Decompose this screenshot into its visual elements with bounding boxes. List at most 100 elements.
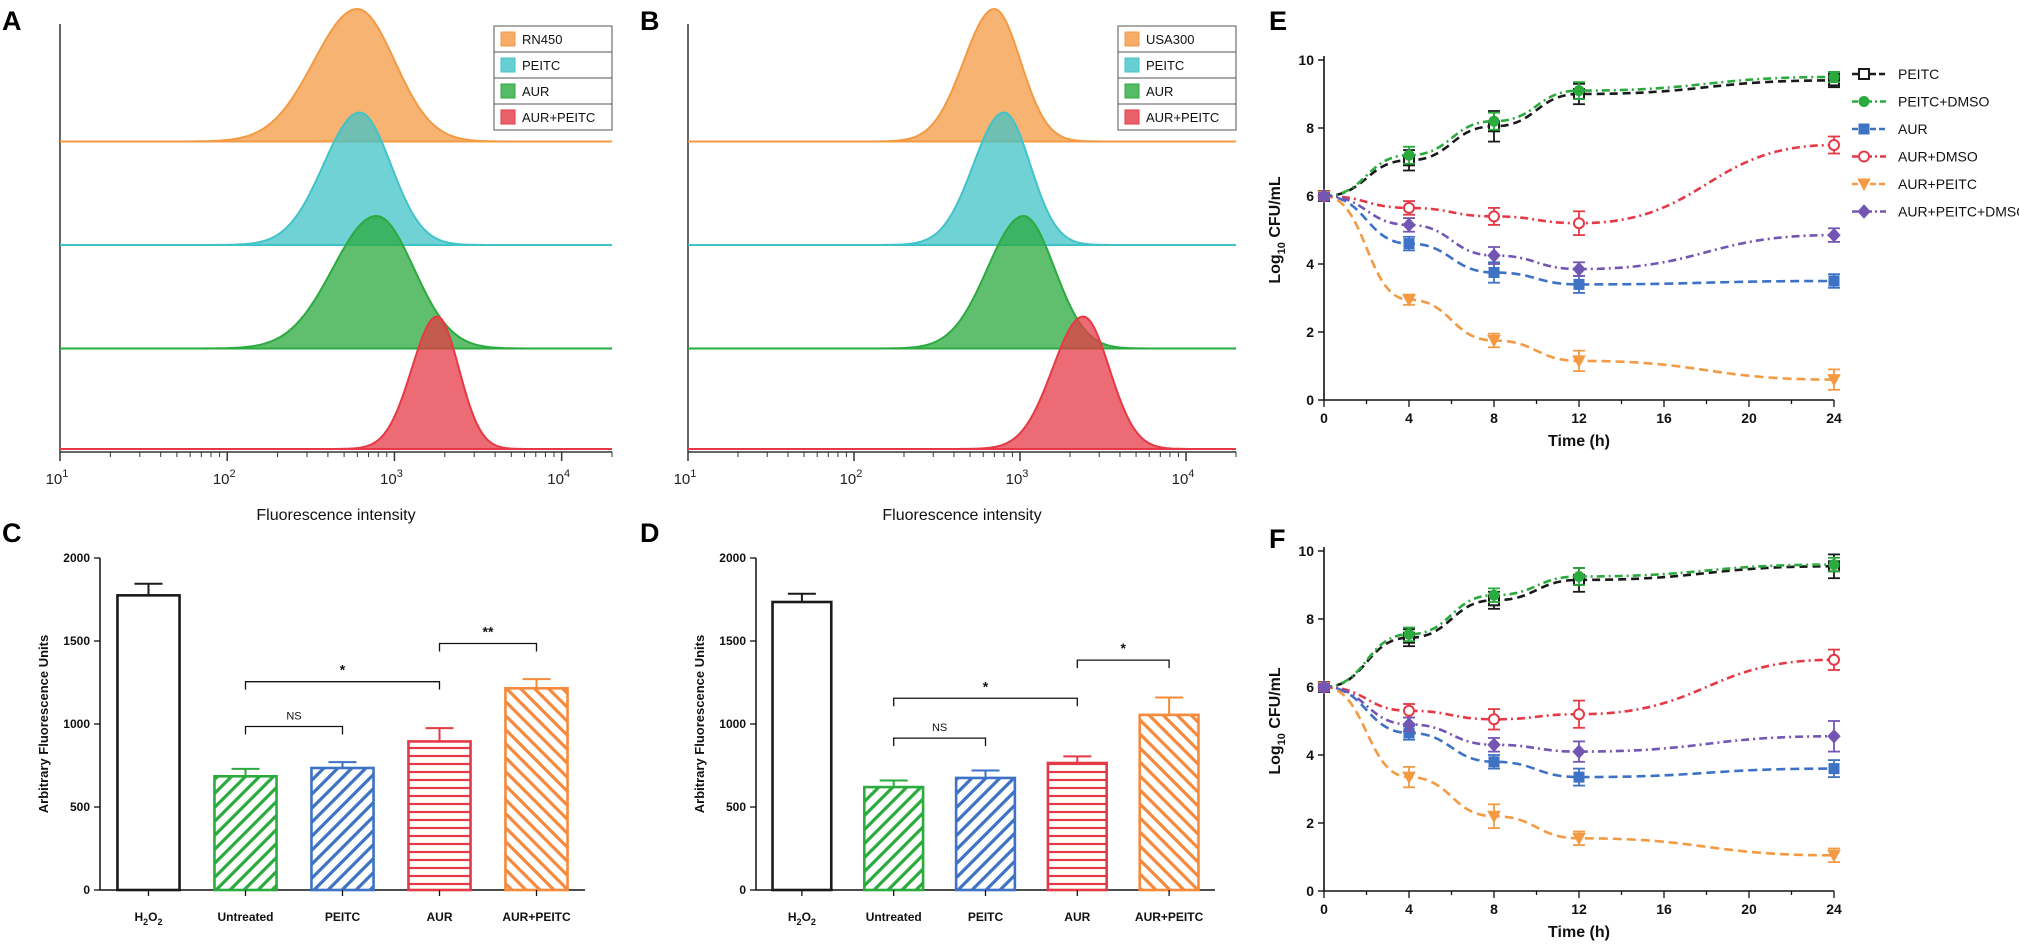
data-point-peitc-dmso	[1403, 149, 1415, 161]
x-tick-label-peitc: PEITC	[968, 910, 1004, 924]
data-point-aur-peitc-dmso	[1487, 737, 1501, 753]
data-point-aur-peitc	[1572, 355, 1586, 368]
x-tick-label: 0	[1320, 410, 1328, 426]
data-point-aur	[1573, 278, 1585, 290]
panel-label-a: A	[2, 6, 22, 36]
legend-label-rn450: RN450	[522, 32, 562, 47]
x-tick-label: 104	[547, 468, 570, 488]
y-tick-label: 10	[1298, 52, 1314, 68]
series-line-peitc	[1323, 565, 1835, 689]
legend-swatch-peitc	[500, 57, 516, 73]
x-tick-label: 12	[1571, 410, 1587, 426]
y-tick-label: 2000	[63, 551, 90, 565]
y-axis-label: Arbitrary Fluorescence Units	[36, 635, 51, 813]
bar-chart-panel-d: 0 500 1000 1500 2000 Arbitrary Fluorescence U…	[692, 551, 1215, 927]
series-line-aur-dmso	[1323, 658, 1835, 721]
legend-marker-peitc	[1858, 68, 1870, 80]
label-part: CFU/mL	[1267, 176, 1284, 242]
bar-aur	[1046, 761, 1108, 892]
significance-label: NS	[286, 710, 301, 722]
data-point-aur	[1573, 771, 1585, 783]
legend-swatch-rn450	[500, 31, 516, 47]
bar-h2o2	[116, 594, 181, 892]
legend-swatch-peitc	[1124, 57, 1140, 73]
y-tick-label: 4	[1306, 256, 1314, 272]
y-tick-label: 500	[726, 800, 746, 814]
y-tick-label: 1000	[63, 717, 90, 731]
series-line-peitc-dmso	[1323, 75, 1835, 198]
x-tick-base: 10	[46, 471, 63, 488]
series-line-aur-dmso	[1323, 143, 1835, 225]
y-tick-label: 10	[1298, 543, 1314, 559]
data-point-peitc-dmso	[1403, 628, 1415, 640]
y-tick-label: 0	[739, 883, 746, 897]
legend-label-peitc-dmso: PEITC+DMSO	[1898, 94, 1990, 110]
legend-marker-peitc-dmso	[1858, 96, 1870, 107]
y-tick-label: 6	[1306, 679, 1314, 695]
x-tick-base: 10	[840, 471, 857, 488]
data-point-aur-peitc	[1402, 771, 1416, 785]
data-point-aur-peitc	[1487, 335, 1501, 348]
series-line-aur-peitc-dmso	[1323, 685, 1835, 753]
x-tick-exponent: 4	[1188, 468, 1194, 480]
label-part: O	[148, 910, 157, 924]
x-tick-exponent: 2	[856, 468, 862, 480]
series-line-peitc-dmso	[1323, 563, 1835, 689]
data-point-aur-dmso	[1403, 201, 1415, 214]
label-part: H	[134, 910, 143, 924]
x-tick-label: 0	[1320, 901, 1328, 917]
x-tick-label-aur: AUR	[1064, 910, 1090, 924]
x-axis-label: Fluorescence intensity	[882, 507, 1041, 524]
legend-swatch-aur-peitc	[500, 109, 516, 125]
data-point-aur-peitc-dmso	[1402, 217, 1416, 233]
series-line-aur	[1323, 685, 1835, 779]
bar-peitc	[310, 766, 375, 892]
legend-label-aur: AUR	[1898, 121, 1928, 137]
x-tick-label: 102	[840, 468, 863, 488]
x-tick-exponent: 2	[230, 468, 236, 480]
x-tick-label: 12	[1571, 901, 1587, 917]
legend-swatch-usa300	[1124, 31, 1140, 47]
data-point-aur-peitc	[1572, 832, 1586, 846]
data-point-aur	[1828, 763, 1840, 775]
x-tick-label: 4	[1405, 410, 1413, 426]
legend-label-peitc: PEITC	[1146, 58, 1184, 73]
legend-swatch-aur-peitc	[1124, 109, 1140, 125]
series-line-aur	[1323, 194, 1835, 286]
panel-label-f: F	[1269, 524, 1286, 554]
x-tick-label-untreated: Untreated	[866, 910, 922, 924]
legend-label-aur-peitc: AUR+PEITC	[1146, 110, 1219, 125]
data-point-aur-peitc	[1402, 294, 1416, 307]
legend-marker-aur-peitc-dmso	[1857, 204, 1871, 219]
x-tick-label: 20	[1741, 410, 1757, 426]
panel-label-d: D	[640, 518, 660, 548]
legend-swatch-aur	[1124, 83, 1140, 99]
x-tick-base: 10	[380, 471, 397, 488]
significance-label: **	[483, 623, 494, 639]
x-tick-label: 8	[1490, 901, 1498, 917]
label-part: CFU/mL	[1267, 667, 1284, 733]
label-subscript: 10	[1276, 733, 1288, 745]
data-point-aur-dmso	[1573, 708, 1585, 721]
data-point-aur-peitc-dmso	[1827, 227, 1841, 243]
x-tick-label: 103	[1006, 468, 1029, 488]
x-tick-label-h2o2: H2O2	[134, 910, 162, 927]
bar-aur	[407, 740, 472, 892]
data-point-aur-peitc-dmso	[1827, 729, 1841, 744]
x-tick-base: 10	[1006, 471, 1023, 488]
x-tick-base: 10	[213, 471, 230, 488]
label-part: Log	[1267, 745, 1284, 774]
x-tick-exponent: 1	[62, 468, 68, 480]
significance-bracket	[244, 681, 441, 690]
data-point-aur-dmso	[1573, 217, 1585, 230]
data-point-aur-dmso	[1403, 704, 1415, 717]
y-tick-label: 2	[1306, 324, 1314, 340]
bar-peitc	[954, 776, 1017, 892]
x-tick-base: 10	[547, 471, 564, 488]
y-tick-label: 1000	[719, 717, 746, 731]
data-point-aur-peitc-dmso	[1317, 188, 1331, 204]
